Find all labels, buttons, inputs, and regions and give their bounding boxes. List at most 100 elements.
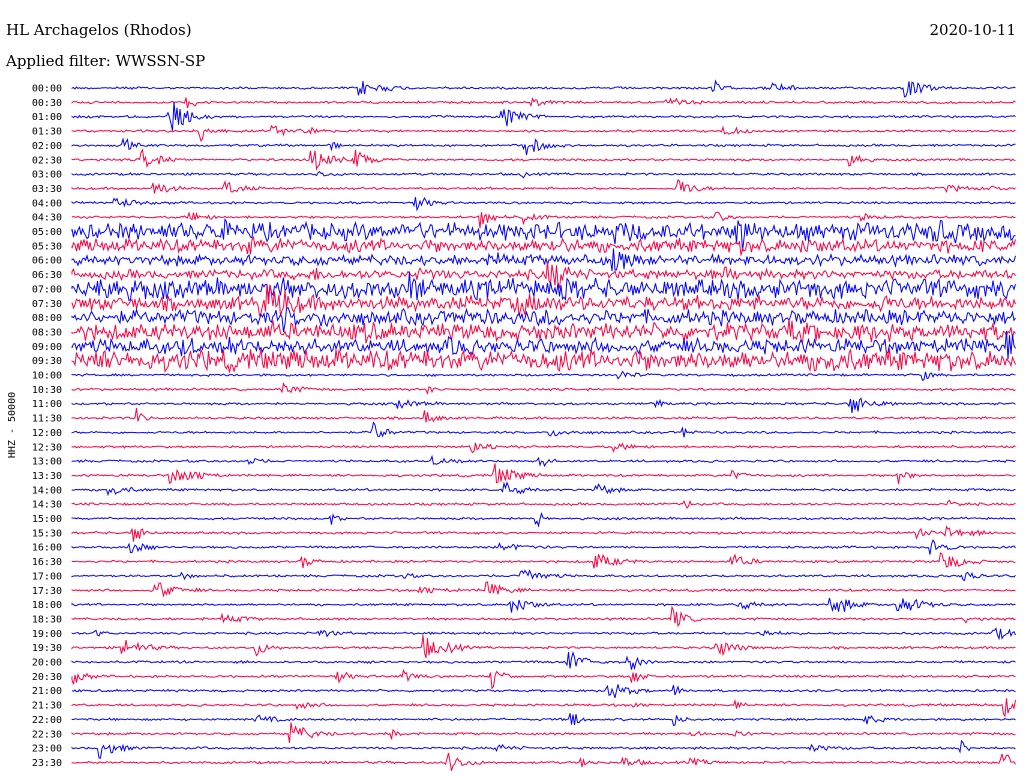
time-tick-label: 08:00 <box>32 313 62 324</box>
time-tick-label: 03:00 <box>32 170 62 181</box>
time-tick-label: 15:30 <box>32 528 62 539</box>
time-tick-label: 20:30 <box>32 672 62 683</box>
time-tick-label: 12:00 <box>32 428 62 439</box>
time-tick-label: 11:30 <box>32 414 62 425</box>
trace-line <box>71 698 1016 718</box>
trace-line <box>71 197 1016 212</box>
time-tick-label: 23:00 <box>32 744 62 755</box>
time-tick-label: 03:30 <box>32 184 62 195</box>
time-tick-label: 02:00 <box>32 141 62 152</box>
trace-line <box>71 271 1016 302</box>
time-tick-label: 01:30 <box>32 127 62 138</box>
trace-line <box>71 668 1016 690</box>
trace-line <box>71 581 1016 598</box>
trace-line <box>71 739 1016 759</box>
trace-line <box>71 330 1016 360</box>
trace-line <box>71 499 1016 510</box>
station-title: HL Archagelos (Rhodos) <box>6 21 192 39</box>
time-tick-label: 06:30 <box>32 270 62 281</box>
trace-line <box>71 179 1016 194</box>
trace-line <box>71 538 1016 555</box>
time-tick-label: 23:30 <box>32 758 62 769</box>
trace-line <box>71 722 1016 743</box>
time-tick-label: 01:00 <box>32 112 62 123</box>
trace-line <box>71 137 1016 156</box>
trace-line <box>71 217 1016 252</box>
trace-line <box>71 370 1016 381</box>
time-tick-label: 09:00 <box>32 342 62 353</box>
time-tick-label: 19:30 <box>32 643 62 654</box>
trace-line <box>71 96 1016 109</box>
time-tick-label: 15:00 <box>32 514 62 525</box>
trace-line <box>71 407 1016 423</box>
trace-line <box>71 454 1016 467</box>
trace-line <box>71 551 1016 569</box>
y-axis-label: HHZ - 50000 <box>7 392 18 458</box>
time-tick-label: 20:00 <box>32 658 62 669</box>
time-tick-label: 07:30 <box>32 299 62 310</box>
trace-line <box>71 442 1016 454</box>
time-tick-label: 05:30 <box>32 241 62 252</box>
time-tick-label: 09:30 <box>32 356 62 367</box>
trace-line <box>71 79 1016 98</box>
trace-group <box>71 79 1016 771</box>
trace-line <box>71 211 1016 229</box>
time-tick-label: 14:00 <box>32 485 62 496</box>
trace-line <box>71 283 1016 317</box>
trace-line <box>71 627 1016 641</box>
trace-line <box>71 124 1016 142</box>
time-tick-label: 04:30 <box>32 213 62 224</box>
time-tick-label: 08:30 <box>32 327 62 338</box>
trace-line <box>71 235 1016 256</box>
time-tick-label: 00:00 <box>32 84 62 95</box>
time-tick-label: 07:00 <box>32 284 62 295</box>
trace-line <box>71 511 1016 528</box>
time-tick-label: 10:30 <box>32 385 62 396</box>
trace-line <box>71 306 1016 333</box>
time-tick-label: 17:00 <box>32 571 62 582</box>
trace-line <box>71 348 1016 373</box>
trace-line <box>71 525 1016 542</box>
time-tick-label: 16:00 <box>32 543 62 554</box>
trace-line <box>71 382 1016 395</box>
filter-label: Applied filter: WWSSN-SP <box>5 52 205 70</box>
date-label: 2020-10-11 <box>930 21 1016 39</box>
trace-line <box>71 318 1016 344</box>
trace-line <box>71 101 1016 131</box>
time-tick-label: 18:00 <box>32 600 62 611</box>
time-tick-label: 22:00 <box>32 715 62 726</box>
trace-line <box>71 684 1016 699</box>
time-tick-label: 11:00 <box>32 399 62 410</box>
trace-line <box>71 248 1016 271</box>
time-tick-label: 17:30 <box>32 586 62 597</box>
time-tick-label: 18:30 <box>32 614 62 625</box>
trace-line <box>71 597 1016 613</box>
time-tick-group: 00:00 00:30 01:00 01:30 02:00 02:30 03:00 03:30… <box>32 84 62 769</box>
time-tick-label: 12:30 <box>32 442 62 453</box>
time-tick-label: 00:30 <box>32 98 62 109</box>
trace-line <box>71 463 1016 484</box>
trace-line <box>71 605 1016 628</box>
trace-line <box>71 421 1016 438</box>
trace-line <box>71 397 1016 413</box>
time-tick-label: 21:00 <box>32 686 62 697</box>
time-tick-label: 06:00 <box>32 256 62 267</box>
time-tick-label: 13:30 <box>32 471 62 482</box>
trace-line <box>71 752 1016 771</box>
trace-line <box>71 481 1016 497</box>
time-tick-label: 05:00 <box>32 227 62 238</box>
time-tick-label: 04:00 <box>32 198 62 209</box>
trace-line <box>71 635 1016 659</box>
time-tick-label: 10:00 <box>32 371 62 382</box>
trace-line <box>71 171 1016 179</box>
time-tick-label: 16:30 <box>32 557 62 568</box>
trace-line <box>71 650 1016 671</box>
trace-line <box>71 569 1016 582</box>
trace-line <box>71 148 1016 171</box>
trace-line <box>71 713 1016 726</box>
time-tick-label: 19:00 <box>32 629 62 640</box>
time-tick-label: 13:00 <box>32 457 62 468</box>
time-tick-label: 02:30 <box>32 155 62 166</box>
time-tick-label: 21:30 <box>32 701 62 712</box>
